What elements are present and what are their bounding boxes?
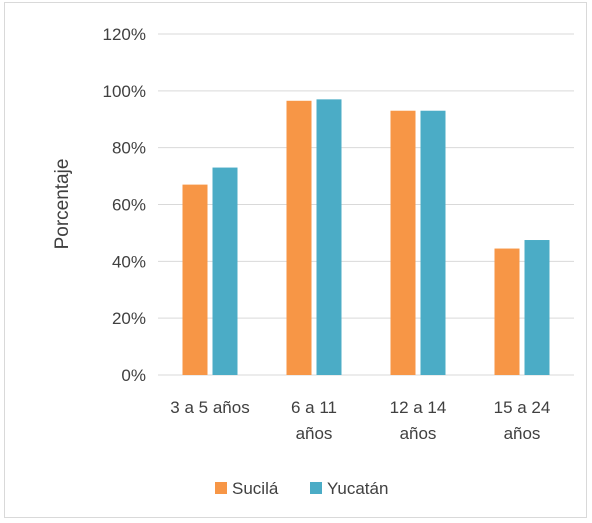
legend-label: Sucilá	[232, 479, 279, 498]
bar-yucatn-4	[524, 240, 550, 375]
legend: Sucilá Yucatán	[215, 479, 388, 498]
x-category-label: 15 a 24	[494, 398, 551, 417]
bar-yucatn-1	[212, 167, 238, 375]
legend-swatch	[310, 482, 322, 494]
y-tick-label: 100%	[103, 82, 146, 101]
bar-sucil-1	[182, 184, 208, 375]
bar-sucil-3	[390, 110, 416, 375]
bars	[182, 99, 550, 375]
y-tick-label: 80%	[112, 139, 146, 158]
x-category-label: años	[504, 424, 541, 443]
bar-yucatn-3	[420, 110, 446, 375]
y-axis-ticks: 0% 20% 40% 60% 80% 100% 120%	[103, 25, 146, 385]
x-category-label: 3 a 5 años	[170, 398, 249, 417]
y-tick-label: 20%	[112, 309, 146, 328]
y-tick-label: 60%	[112, 196, 146, 215]
y-axis-label: Porcentaje	[52, 159, 73, 250]
y-tick-label: 120%	[103, 25, 146, 44]
x-category-label: 6 a 11	[291, 398, 337, 417]
bar-sucil-4	[494, 248, 520, 375]
legend-label: Yucatán	[327, 479, 388, 498]
y-tick-label: 0%	[121, 366, 146, 385]
y-tick-label: 40%	[112, 252, 146, 271]
x-category-label: años	[400, 424, 437, 443]
bar-sucil-2	[286, 100, 312, 375]
legend-swatch	[215, 482, 227, 494]
bar-yucatn-2	[316, 99, 342, 375]
x-category-label: 12 a 14	[390, 398, 447, 417]
x-category-label: años	[296, 424, 333, 443]
x-axis-categories: 3 a 5 años 6 a 11 años 12 a 14 años 15 a 24 añ…	[170, 398, 550, 443]
